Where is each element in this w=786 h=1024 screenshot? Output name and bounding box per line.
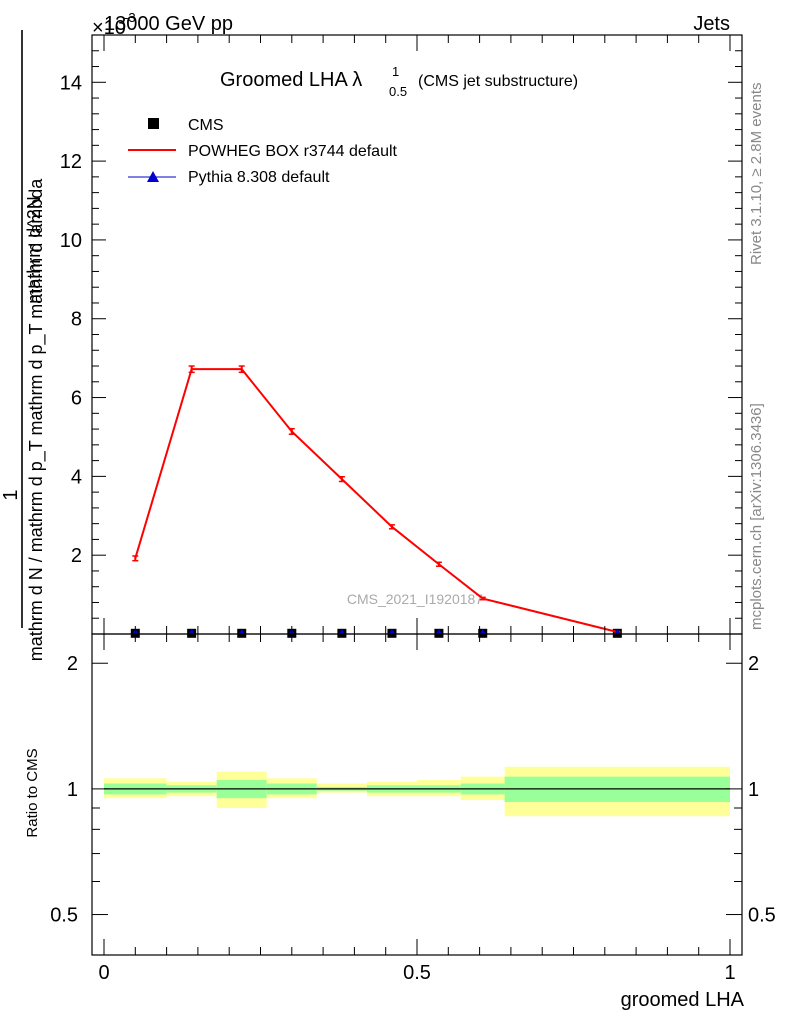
plot-title-superscript: 1 xyxy=(392,64,399,79)
ratio-y-tick-label-right: 2 xyxy=(748,653,759,675)
main-y-tick-label: 4 xyxy=(71,466,82,488)
ratio-y-label: Ratio to CMS xyxy=(24,748,41,837)
main-y-tick-label: 8 xyxy=(71,309,82,331)
legend-label-powheg: POWHEG BOX r3744 default xyxy=(188,143,398,160)
main-y-tick-label: 6 xyxy=(71,388,82,410)
x-tick-label: 1 xyxy=(724,962,735,984)
x-tick-label: 0 xyxy=(98,962,109,984)
ratio-y-tick-label: 1 xyxy=(67,779,78,801)
ratio-y-tick-label-right: 1 xyxy=(748,779,759,801)
plot-title-main: Groomed LHA λ xyxy=(220,69,362,91)
ylabel-denominator: mathrm d N / mathrm d p_T mathrm d p_T m… xyxy=(26,178,47,661)
rivet-label: Rivet 3.1.10, ≥ 2.8M events xyxy=(748,83,765,266)
mcplots-label: mcplots.cern.ch [arXiv:1306.3436] xyxy=(748,403,765,630)
legend-label-pythia: Pythia 8.308 default xyxy=(188,169,330,186)
main-y-label: 1 mathrm d^2N mathrm d N / mathrm d p_T … xyxy=(0,30,47,661)
pythia-data-point xyxy=(479,628,486,634)
pythia-data-point xyxy=(238,628,245,634)
plot-title: Groomed LHA λ 1 0.5 (CMS jet substructur… xyxy=(220,64,578,99)
header-process: Jets xyxy=(693,13,730,35)
x-tick-label: 0.5 xyxy=(403,962,431,984)
pythia-data-point xyxy=(338,628,345,634)
legend-marker-cms xyxy=(148,118,159,129)
plot-title-note: (CMS jet substructure) xyxy=(418,73,578,90)
main-axes-layer: 2 4 6 8 10 12 14 xyxy=(60,34,743,635)
pythia-data-point xyxy=(388,628,395,634)
pythia-data-point xyxy=(435,628,442,634)
ylabel-top: mathrm d^2N xyxy=(24,196,44,303)
main-y-tick-label: 12 xyxy=(60,151,82,173)
header-exponent-power: -3 xyxy=(124,10,136,25)
pythia-data-point xyxy=(614,628,621,634)
ratio-y-tick-label: 2 xyxy=(67,653,78,675)
ratio-bands-layer xyxy=(104,766,730,817)
legend: CMS POWHEG BOX r3744 default Pythia 8.30… xyxy=(128,117,398,186)
header-energy: 13000 GeV pp xyxy=(104,13,233,35)
legend-label-cms: CMS xyxy=(188,117,224,134)
ylabel-numerator: 1 xyxy=(0,489,22,500)
pythia-data-point xyxy=(188,628,195,634)
plot-title-subscript: 0.5 xyxy=(389,84,407,99)
main-y-tick-label: 2 xyxy=(71,545,82,567)
header-exponent-marker: ×10 xyxy=(92,17,126,39)
watermark: CMS_2021_I1920187 xyxy=(347,591,483,607)
x-axis-label: groomed LHA xyxy=(621,989,745,1011)
main-y-tick-label: 10 xyxy=(60,230,82,252)
legend-marker-pythia xyxy=(147,171,159,182)
main-y-tick-label: 14 xyxy=(60,72,82,94)
ratio-y-tick-label: 0.5 xyxy=(50,905,78,927)
ratio-y-tick-label-right: 0.5 xyxy=(748,905,776,927)
ratio-axes-layer: 0.5 0.5 1 1 2 2 0 0.5 1 xyxy=(50,633,776,984)
